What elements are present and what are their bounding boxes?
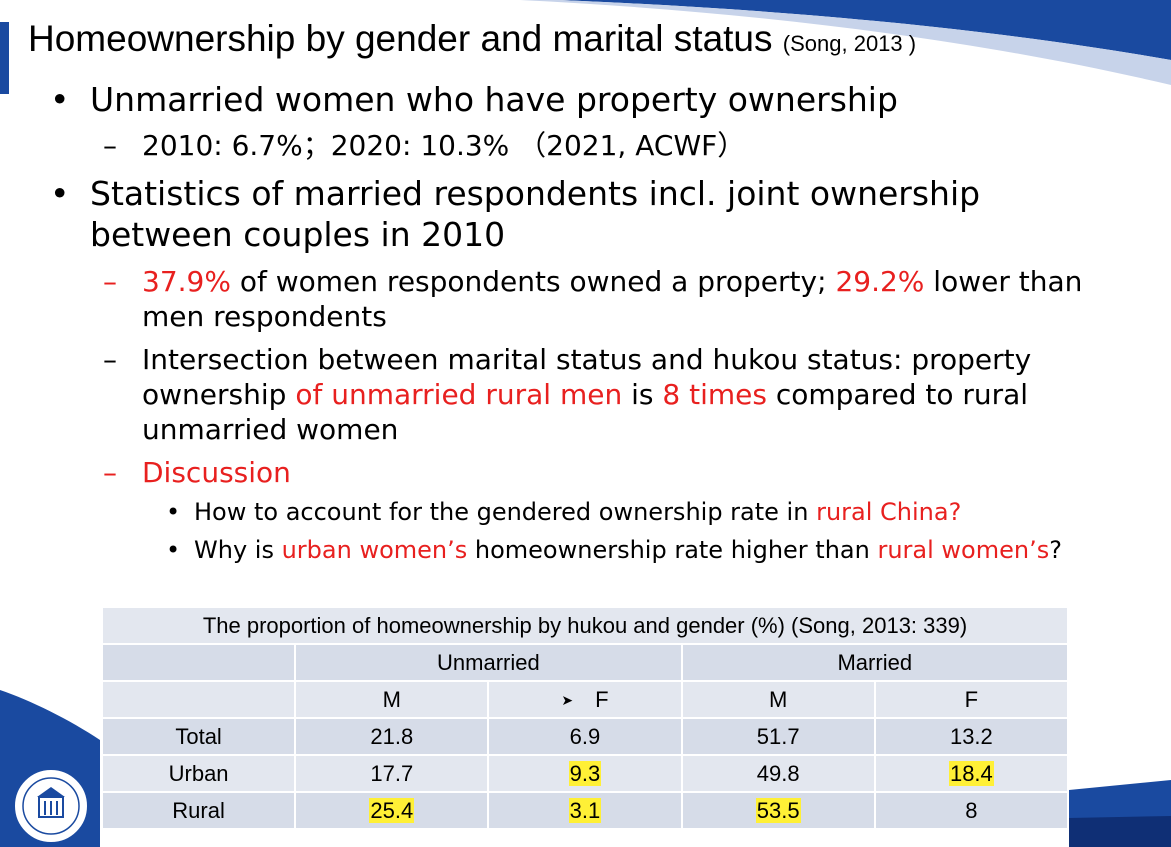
sub-bullet-text: 2010: 6.7%；2020: 10.3% （2021, ACWF） xyxy=(142,129,746,162)
table-cell: 49.8 xyxy=(680,754,876,793)
bullet-unmarried-women: • Unmarried women who have property owne… xyxy=(50,79,1070,120)
sub-bullet-text: Intersection between marital status and … xyxy=(142,343,1032,446)
subheader-cell: F xyxy=(873,680,1070,719)
homeownership-table: The proportion of homeownership by hukou… xyxy=(100,606,1070,830)
group-header-unmarried: Unmarried xyxy=(294,643,683,682)
discussion-question-1: • How to account for the gendered owners… xyxy=(166,498,962,526)
table-cell: 53.5 xyxy=(680,791,876,830)
highlighted-value: 18.4 xyxy=(948,760,994,786)
title-accent-bar xyxy=(0,22,9,94)
highlighted-value: 25.4 xyxy=(369,797,415,823)
subheader-cell: ➤ F xyxy=(487,680,683,719)
title-text: Homeownership by gender and marital stat… xyxy=(28,18,773,59)
slide-title: Homeownership by gender and marital stat… xyxy=(28,18,916,60)
title-citation: (Song, 2013 ) xyxy=(782,31,917,56)
dash-icon: – xyxy=(103,265,117,298)
table-cell: 17.7 xyxy=(294,754,490,793)
table-row: Total 21.8 6.9 51.7 13.2 xyxy=(100,717,1070,756)
bullet-dot-icon: • xyxy=(166,498,181,526)
table-cell: 8 xyxy=(873,791,1070,830)
row-label: Total xyxy=(100,717,297,756)
discussion-question-2: • Why is urban women’s homeownership rat… xyxy=(166,536,1062,564)
highlighted-value: 9.3 xyxy=(568,760,602,786)
mouse-pointer-icon: ➤ xyxy=(561,692,574,709)
table-cell: 25.4 xyxy=(294,791,490,830)
group-header-married: Married xyxy=(680,643,1070,682)
table-row: Rural 25.4 3.1 53.5 8 xyxy=(100,791,1070,830)
university-seal-logo xyxy=(13,768,89,844)
dash-icon: – xyxy=(103,456,117,489)
bullet-dot-icon: • xyxy=(50,174,70,213)
subheader-cell: M xyxy=(294,680,490,719)
bullet-dot-icon: • xyxy=(166,536,181,564)
table-cell: 13.2 xyxy=(873,717,1070,756)
table-cell: 3.1 xyxy=(487,791,683,830)
highlighted-value: 3.1 xyxy=(568,797,602,823)
sub-bullet-discussion: – Discussion xyxy=(103,455,1133,490)
subheader-cell: M xyxy=(680,680,876,719)
bullet-text: Unmarried women who have property owners… xyxy=(90,80,898,119)
table-cell: 9.3 xyxy=(487,754,683,793)
dash-icon: – xyxy=(103,129,117,162)
sub-bullet-women-owned: – 37.9% of women respondents owned a pro… xyxy=(103,264,1133,334)
table-row: Urban 17.7 9.3 49.8 18.4 xyxy=(100,754,1070,793)
sub-bullet-ownership-rates: – 2010: 6.7%；2020: 10.3% （2021, ACWF） xyxy=(103,128,1133,163)
dash-icon: – xyxy=(103,343,117,376)
table-cell: 51.7 xyxy=(680,717,876,756)
sub-bullet-intersection: – Intersection between marital status an… xyxy=(103,342,1133,447)
bullet-text: Statistics of married respondents incl. … xyxy=(90,174,981,254)
bullet-married-statistics: • Statistics of married respondents incl… xyxy=(50,173,1070,255)
highlighted-value: 53.5 xyxy=(755,797,801,823)
empty-header-cell xyxy=(100,643,297,682)
table-cell: 6.9 xyxy=(487,717,683,756)
empty-header-cell xyxy=(100,680,297,719)
table-cell: 21.8 xyxy=(294,717,490,756)
table-cell: 18.4 xyxy=(873,754,1070,793)
table-caption: The proportion of homeownership by hukou… xyxy=(101,606,1069,645)
bullet-dot-icon: • xyxy=(50,80,70,119)
row-label: Urban xyxy=(100,754,297,793)
sub-bullet-text: 37.9% of women respondents owned a prope… xyxy=(142,265,1083,333)
row-label: Rural xyxy=(100,791,297,830)
discussion-label: Discussion xyxy=(142,456,291,489)
